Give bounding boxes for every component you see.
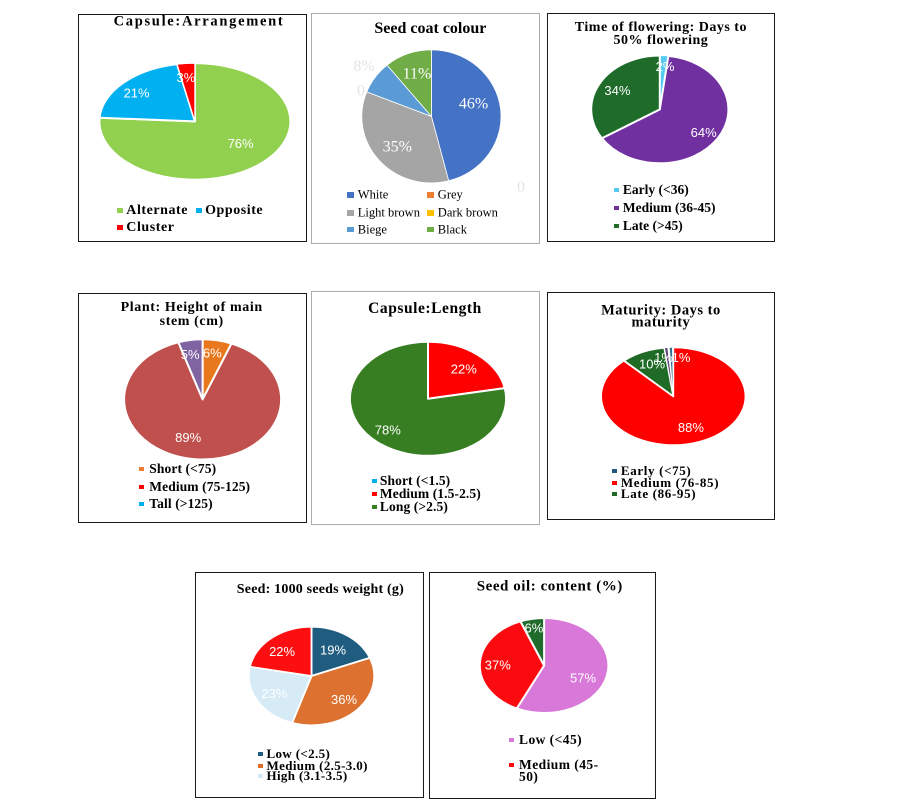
svg-text:64%: 64% [691, 125, 717, 140]
svg-text:11%: 11% [403, 66, 432, 83]
svg-text:76%: 76% [228, 136, 254, 151]
svg-text:46%: 46% [459, 96, 488, 113]
svg-text:57%: 57% [570, 670, 596, 685]
svg-text:2%: 2% [656, 59, 675, 74]
svg-text:1%: 1% [654, 350, 673, 365]
svg-text:6%: 6% [203, 346, 222, 361]
svg-text:22%: 22% [451, 361, 477, 376]
svg-text:78%: 78% [375, 423, 401, 438]
svg-text:36%: 36% [331, 692, 357, 707]
svg-text:23%: 23% [261, 686, 287, 701]
svg-text:3%: 3% [177, 70, 196, 85]
svg-text:0: 0 [357, 83, 365, 100]
svg-text:19%: 19% [320, 642, 346, 657]
svg-text:89%: 89% [175, 430, 201, 445]
svg-text:5%: 5% [181, 347, 200, 362]
svg-text:10%: 10% [639, 357, 665, 372]
svg-text:22%: 22% [269, 644, 295, 659]
svg-text:35%: 35% [383, 139, 412, 156]
svg-text:6%: 6% [525, 620, 544, 635]
svg-text:0: 0 [517, 179, 525, 196]
svg-text:88%: 88% [678, 420, 704, 435]
svg-text:34%: 34% [604, 83, 630, 98]
svg-text:21%: 21% [124, 86, 150, 101]
svg-text:1%: 1% [672, 350, 691, 365]
svg-text:8%: 8% [353, 58, 374, 75]
svg-text:37%: 37% [485, 658, 511, 673]
